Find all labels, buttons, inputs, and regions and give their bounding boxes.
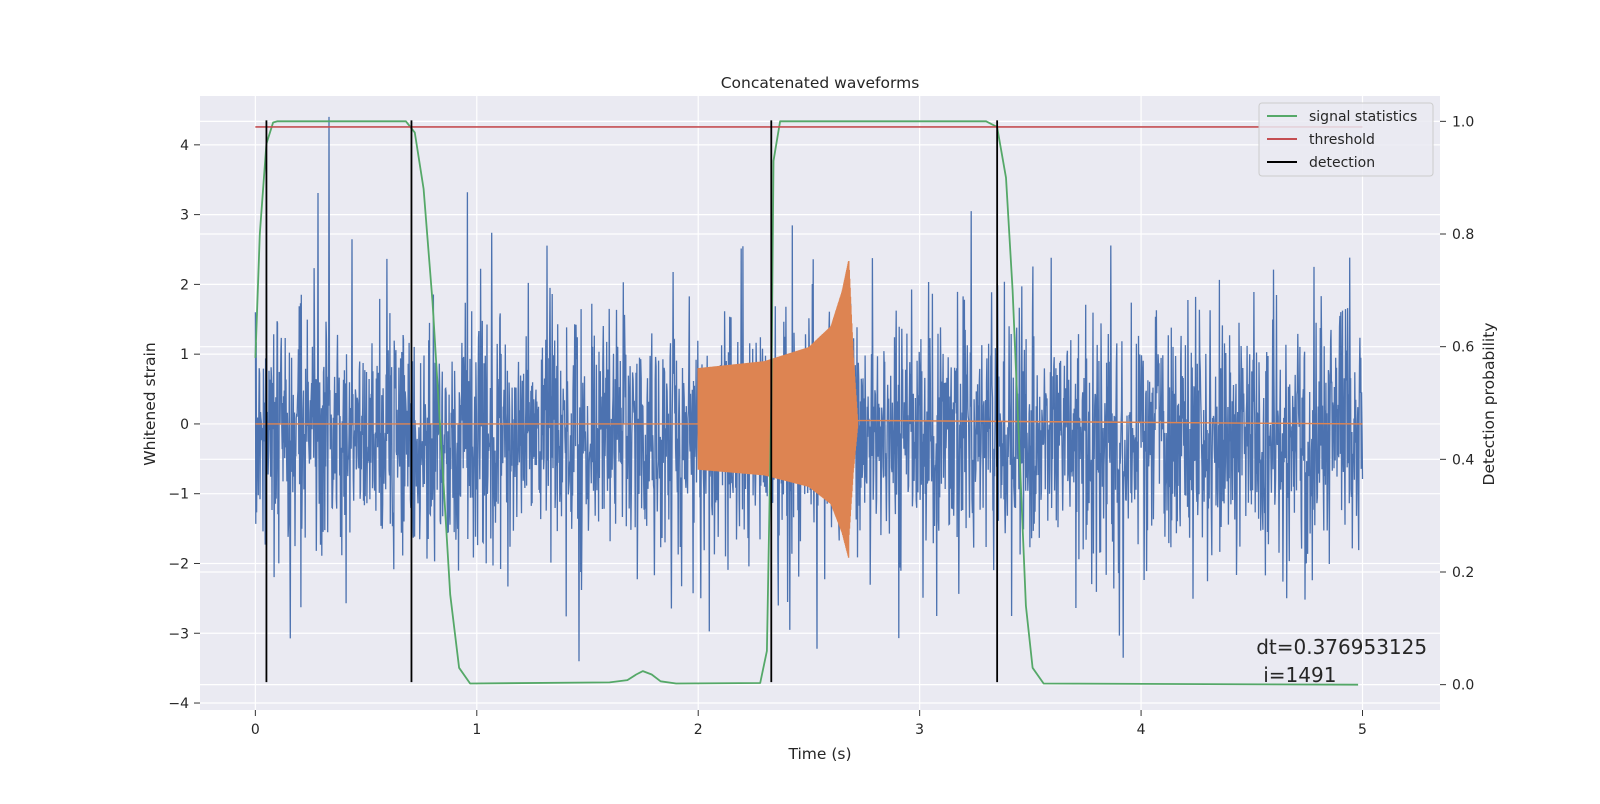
x-tick-label-3: 3 bbox=[915, 722, 924, 738]
axes-layer: 0 1 2 3 4 5 −4 −3 −2 −1 0 1 2 3 4 0.0 0.2 0.4 0.6 0.8 1.0 bbox=[168, 114, 1474, 738]
x-tick-label-4: 4 bbox=[1137, 722, 1146, 738]
series-layer bbox=[254, 116, 1364, 686]
injected-waveform-line bbox=[255, 260, 1363, 558]
y2-axis-label: Detection probability bbox=[1480, 323, 1498, 486]
y2-tick-label-3: 0.6 bbox=[1452, 340, 1474, 356]
y-tick-label-3: −1 bbox=[168, 487, 189, 503]
y-tick-label-6: 2 bbox=[180, 277, 189, 293]
y2-tick-label-5: 1.0 bbox=[1452, 114, 1474, 130]
y-tick-label-0: −4 bbox=[168, 696, 189, 712]
legend-label-threshold: threshold bbox=[1309, 132, 1375, 148]
x-tick-label-1: 1 bbox=[472, 722, 481, 738]
x-tick-label-5: 5 bbox=[1358, 722, 1367, 738]
y2-tick-label-1: 0.2 bbox=[1452, 565, 1474, 581]
chart-title: Concatenated waveforms bbox=[721, 74, 920, 92]
legend-label-signal-statistics: signal statistics bbox=[1309, 109, 1417, 125]
y-tick-label-4: 0 bbox=[180, 417, 189, 433]
legend: signal statistics threshold detection bbox=[1258, 102, 1434, 177]
y2-tick-label-2: 0.4 bbox=[1452, 452, 1474, 468]
x-tick-label-2: 2 bbox=[694, 722, 703, 738]
y-tick-label-2: −2 bbox=[168, 556, 189, 572]
y-tick-label-8: 4 bbox=[180, 138, 189, 154]
y-tick-label-1: −3 bbox=[168, 626, 189, 642]
y-tick-label-7: 3 bbox=[180, 208, 189, 224]
y-tick-label-5: 1 bbox=[180, 347, 189, 363]
legend-label-detection: detection bbox=[1309, 155, 1375, 171]
y2-tick-label-4: 0.8 bbox=[1452, 227, 1474, 243]
legend-box bbox=[1258, 102, 1434, 177]
x-axis-label: Time (s) bbox=[787, 745, 851, 763]
annotation-dt: dt=0.376953125 bbox=[1256, 635, 1427, 659]
y-axis-label: Whitened strain bbox=[141, 342, 159, 465]
y2-tick-label-0: 0.0 bbox=[1452, 678, 1474, 694]
x-tick-label-0: 0 bbox=[251, 722, 260, 738]
annotation-index: i=1491 bbox=[1263, 663, 1336, 687]
